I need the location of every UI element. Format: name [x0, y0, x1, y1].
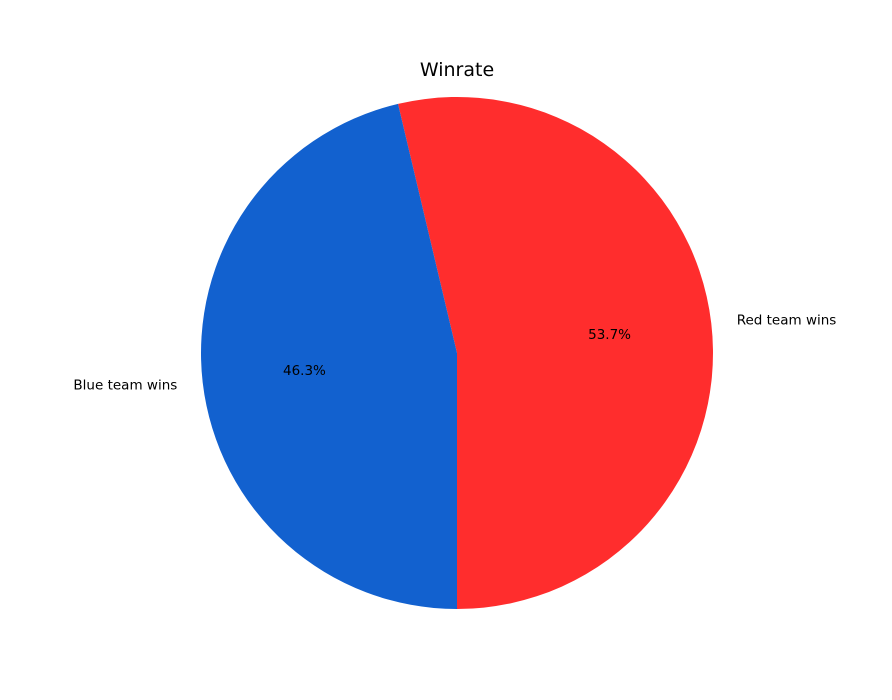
pie-slices — [200, 96, 713, 609]
pie-labels: Red team wins 53.7% Blue team wins 46.3% — [73, 312, 836, 393]
slice-percent-0: 53.7% — [588, 327, 631, 343]
pie-slice-0 — [398, 96, 713, 609]
chart-title: Winrate — [420, 59, 494, 81]
pie-slice-1 — [200, 103, 457, 609]
slice-label-0: Red team wins — [737, 312, 837, 328]
slice-percent-1: 46.3% — [283, 363, 326, 379]
slice-label-1: Blue team wins — [73, 378, 177, 394]
